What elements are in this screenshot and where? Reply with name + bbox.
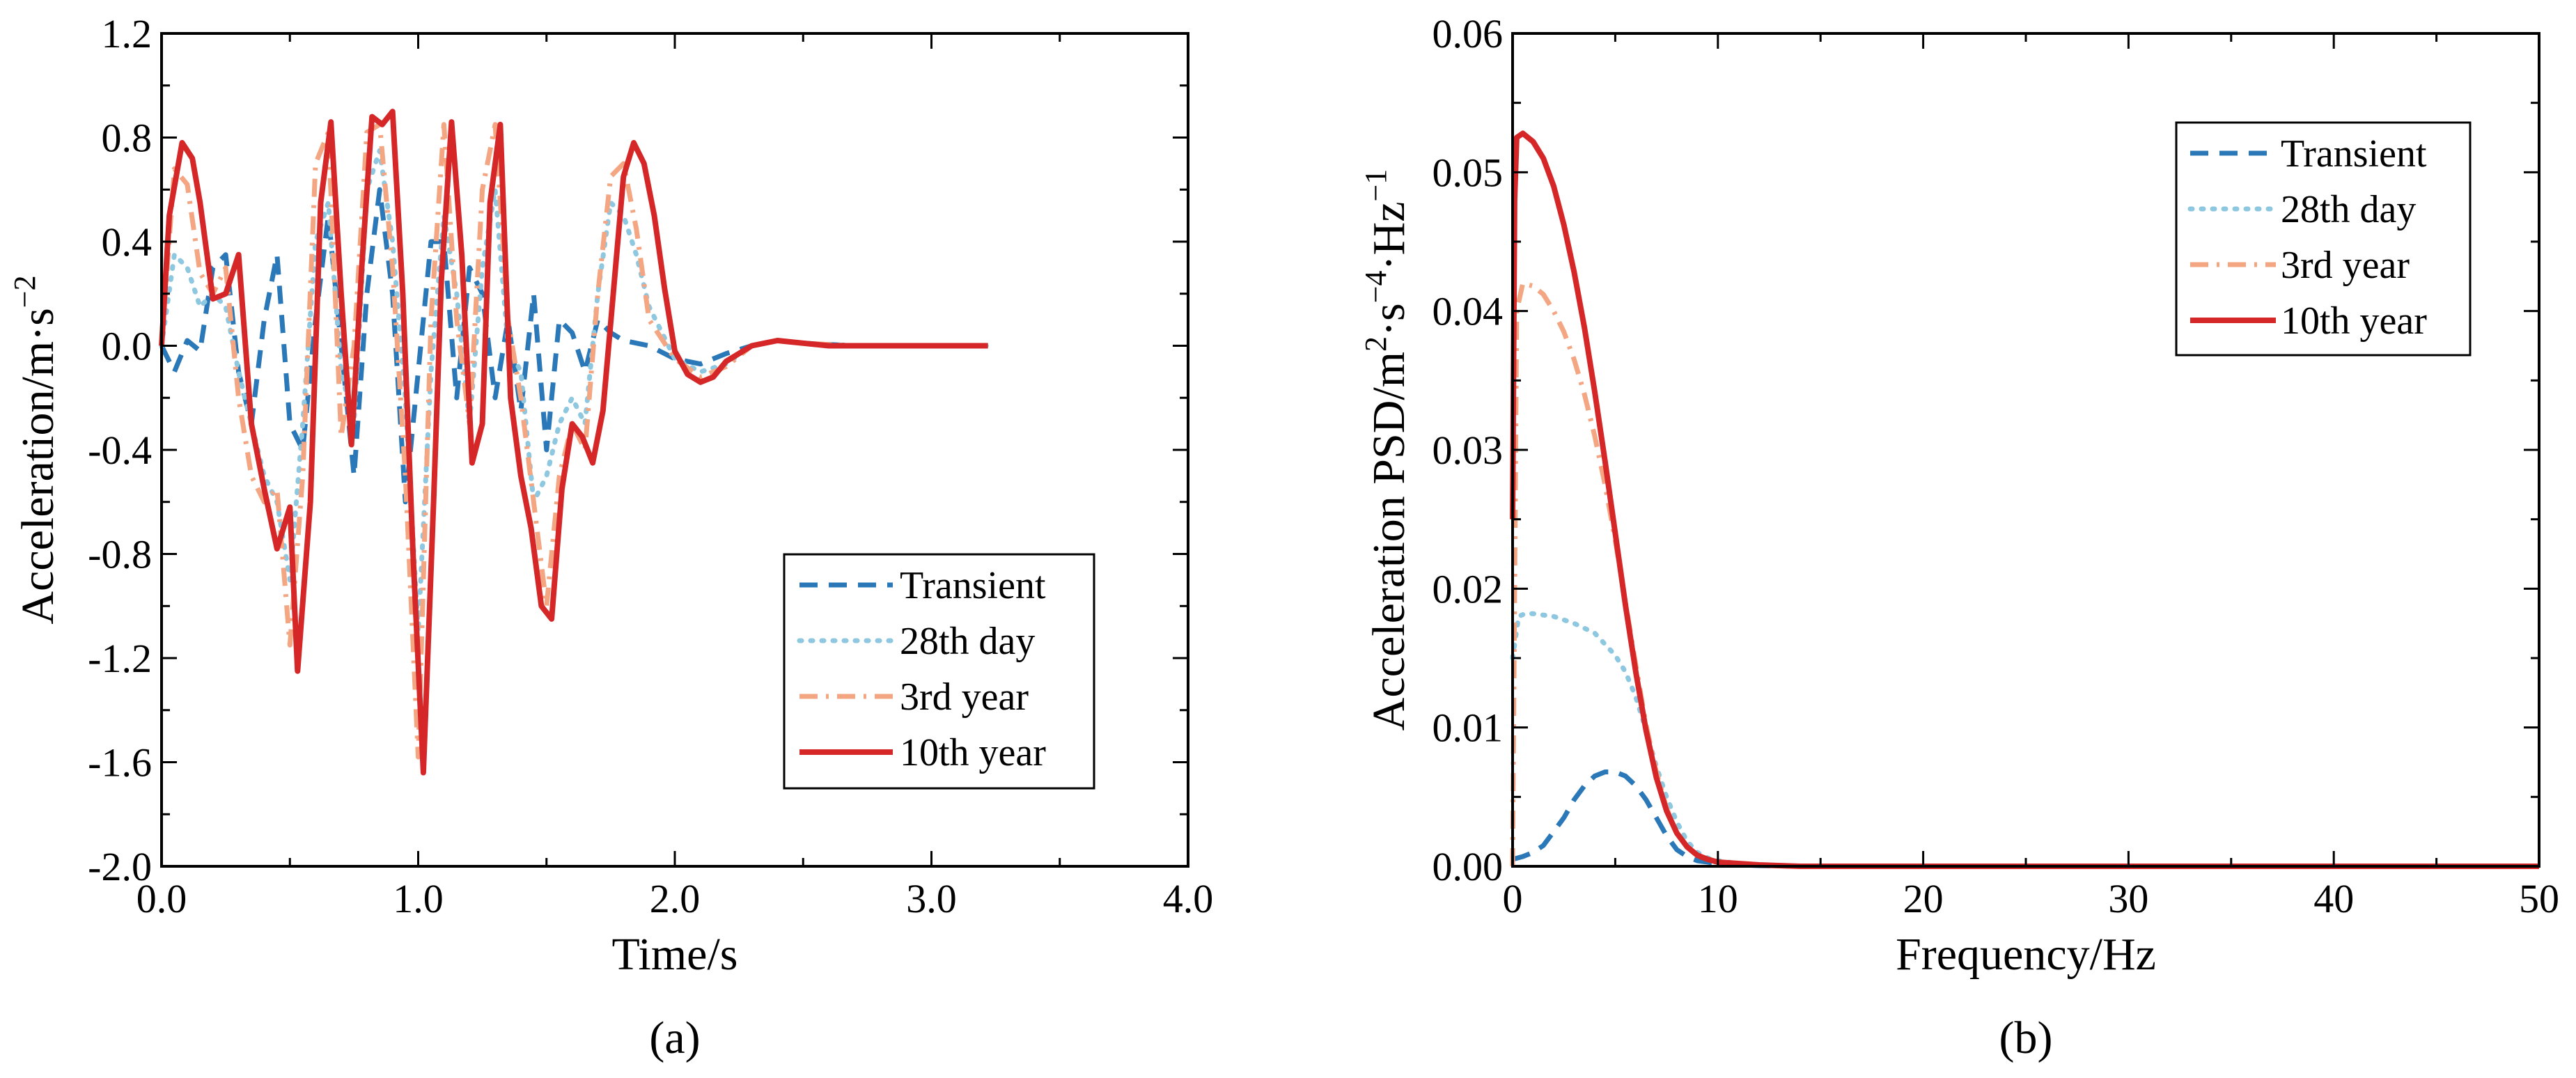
y-tick-label: 0.01 (1433, 705, 1504, 751)
y-tick-label: 0.06 (1433, 11, 1504, 56)
legend-a: Transient 28th day 3rd year 10th year (783, 553, 1095, 790)
y-axis-title-b-base: Acceleration PSD/m (1364, 352, 1414, 731)
y-tick-label: 0.05 (1433, 150, 1504, 195)
x-axis-title-b: Frequency/Hz (1896, 929, 2156, 980)
legend-label: 10th year (2281, 299, 2427, 343)
plot-frame-a (160, 32, 1189, 868)
x-tick-label: 3.0 (906, 876, 957, 921)
y-axis-title-b-mid2: ·Hz (1364, 202, 1414, 271)
y-axis-title-b-sup3: −1 (1359, 169, 1393, 202)
legend-label: 3rd year (2281, 244, 2410, 287)
y-tick-label: -2.0 (88, 844, 152, 889)
y-tick-label: 0.03 (1433, 428, 1504, 473)
x-axis-title-a: Time/s (612, 929, 738, 980)
y-tick-label: 1.2 (102, 11, 153, 56)
series-line-transient (159, 187, 988, 505)
y-tick-label: 0.02 (1433, 566, 1504, 611)
legend-box-b (2175, 121, 2472, 357)
x-tick-label: 40 (2313, 876, 2354, 921)
caption-a: (a) (649, 1013, 700, 1063)
y-tick-label: 0.8 (102, 116, 153, 161)
x-tick-label: 0.0 (136, 876, 187, 921)
y-axis-title-a: Acceleration/m·s−2 (8, 275, 63, 624)
legend-label: Transient (900, 564, 1046, 607)
series-line-transient (1512, 770, 2539, 869)
x-tick-label: 30 (2108, 876, 2148, 921)
x-tick-label: 4.0 (1163, 876, 1214, 921)
legend-label: 10th year (900, 731, 1046, 774)
y-tick-label: -0.8 (88, 532, 152, 577)
caption-b: (b) (1999, 1013, 2053, 1063)
y-axis-title-b: Acceleration PSD/m2·s−4·Hz−1 (1359, 169, 1414, 731)
x-tick-label: 50 (2519, 876, 2559, 921)
axis-ticks-a: 0.0 1.0 2.0 3.0 4.0 -2.0 -1.6 -1.2 -0.8 -0.4 0.0 0.… (88, 11, 1213, 921)
legend-b: Transient 28th day 3rd year 10th year (2175, 121, 2472, 357)
legend-label: Transient (2281, 132, 2427, 175)
axis-ticks-b: 0 10 20 30 40 50 0.00 0.01 0.02 0.03 0.04 0.05 0.06 (1433, 11, 2560, 921)
chart-panel-a: 0.0 1.0 2.0 3.0 4.0 -2.0 -1.6 -1.2 -0.8 -0.4 0.0 0.… (8, 11, 1213, 1063)
y-tick-label: -0.4 (88, 428, 152, 473)
chart-panel-b: 0 10 20 30 40 500.000.010.020.030.040.050.06 … (1359, 11, 2559, 1063)
y-tick-label: 0.04 (1433, 289, 1504, 334)
x-tick-label: 20 (1903, 876, 1944, 921)
y-axis-title-b-sup1: 2 (1359, 336, 1393, 352)
y-axis-title-b-sup2: −4 (1359, 270, 1393, 303)
y-axis-title-b-mid1: ·s (1364, 303, 1414, 336)
y-tick-label: -1.6 (88, 740, 152, 786)
plot-frame-b (1511, 32, 2540, 868)
y-tick-label: 0.0 (102, 324, 153, 369)
y-tick-label: 0.4 (102, 219, 153, 265)
x-tick-label: 2.0 (650, 876, 701, 921)
x-tick-label: 0 (1503, 876, 1523, 921)
y-tick-label: -1.2 (88, 636, 152, 681)
legend-label: 28th day (2281, 188, 2416, 231)
y-axis-title-a-base: Acceleration/m·s (13, 308, 63, 624)
x-tick-label: 1.0 (393, 876, 444, 921)
plot-area-a (159, 109, 991, 776)
series-line-10th-year (159, 109, 988, 776)
legend-label: 3rd year (900, 675, 1029, 719)
y-axis-title-a-sup: −2 (8, 275, 42, 308)
legend-label: 28th day (900, 620, 1035, 663)
y-tick-label: 0.00 (1433, 844, 1504, 889)
x-tick-label: 10 (1698, 876, 1738, 921)
